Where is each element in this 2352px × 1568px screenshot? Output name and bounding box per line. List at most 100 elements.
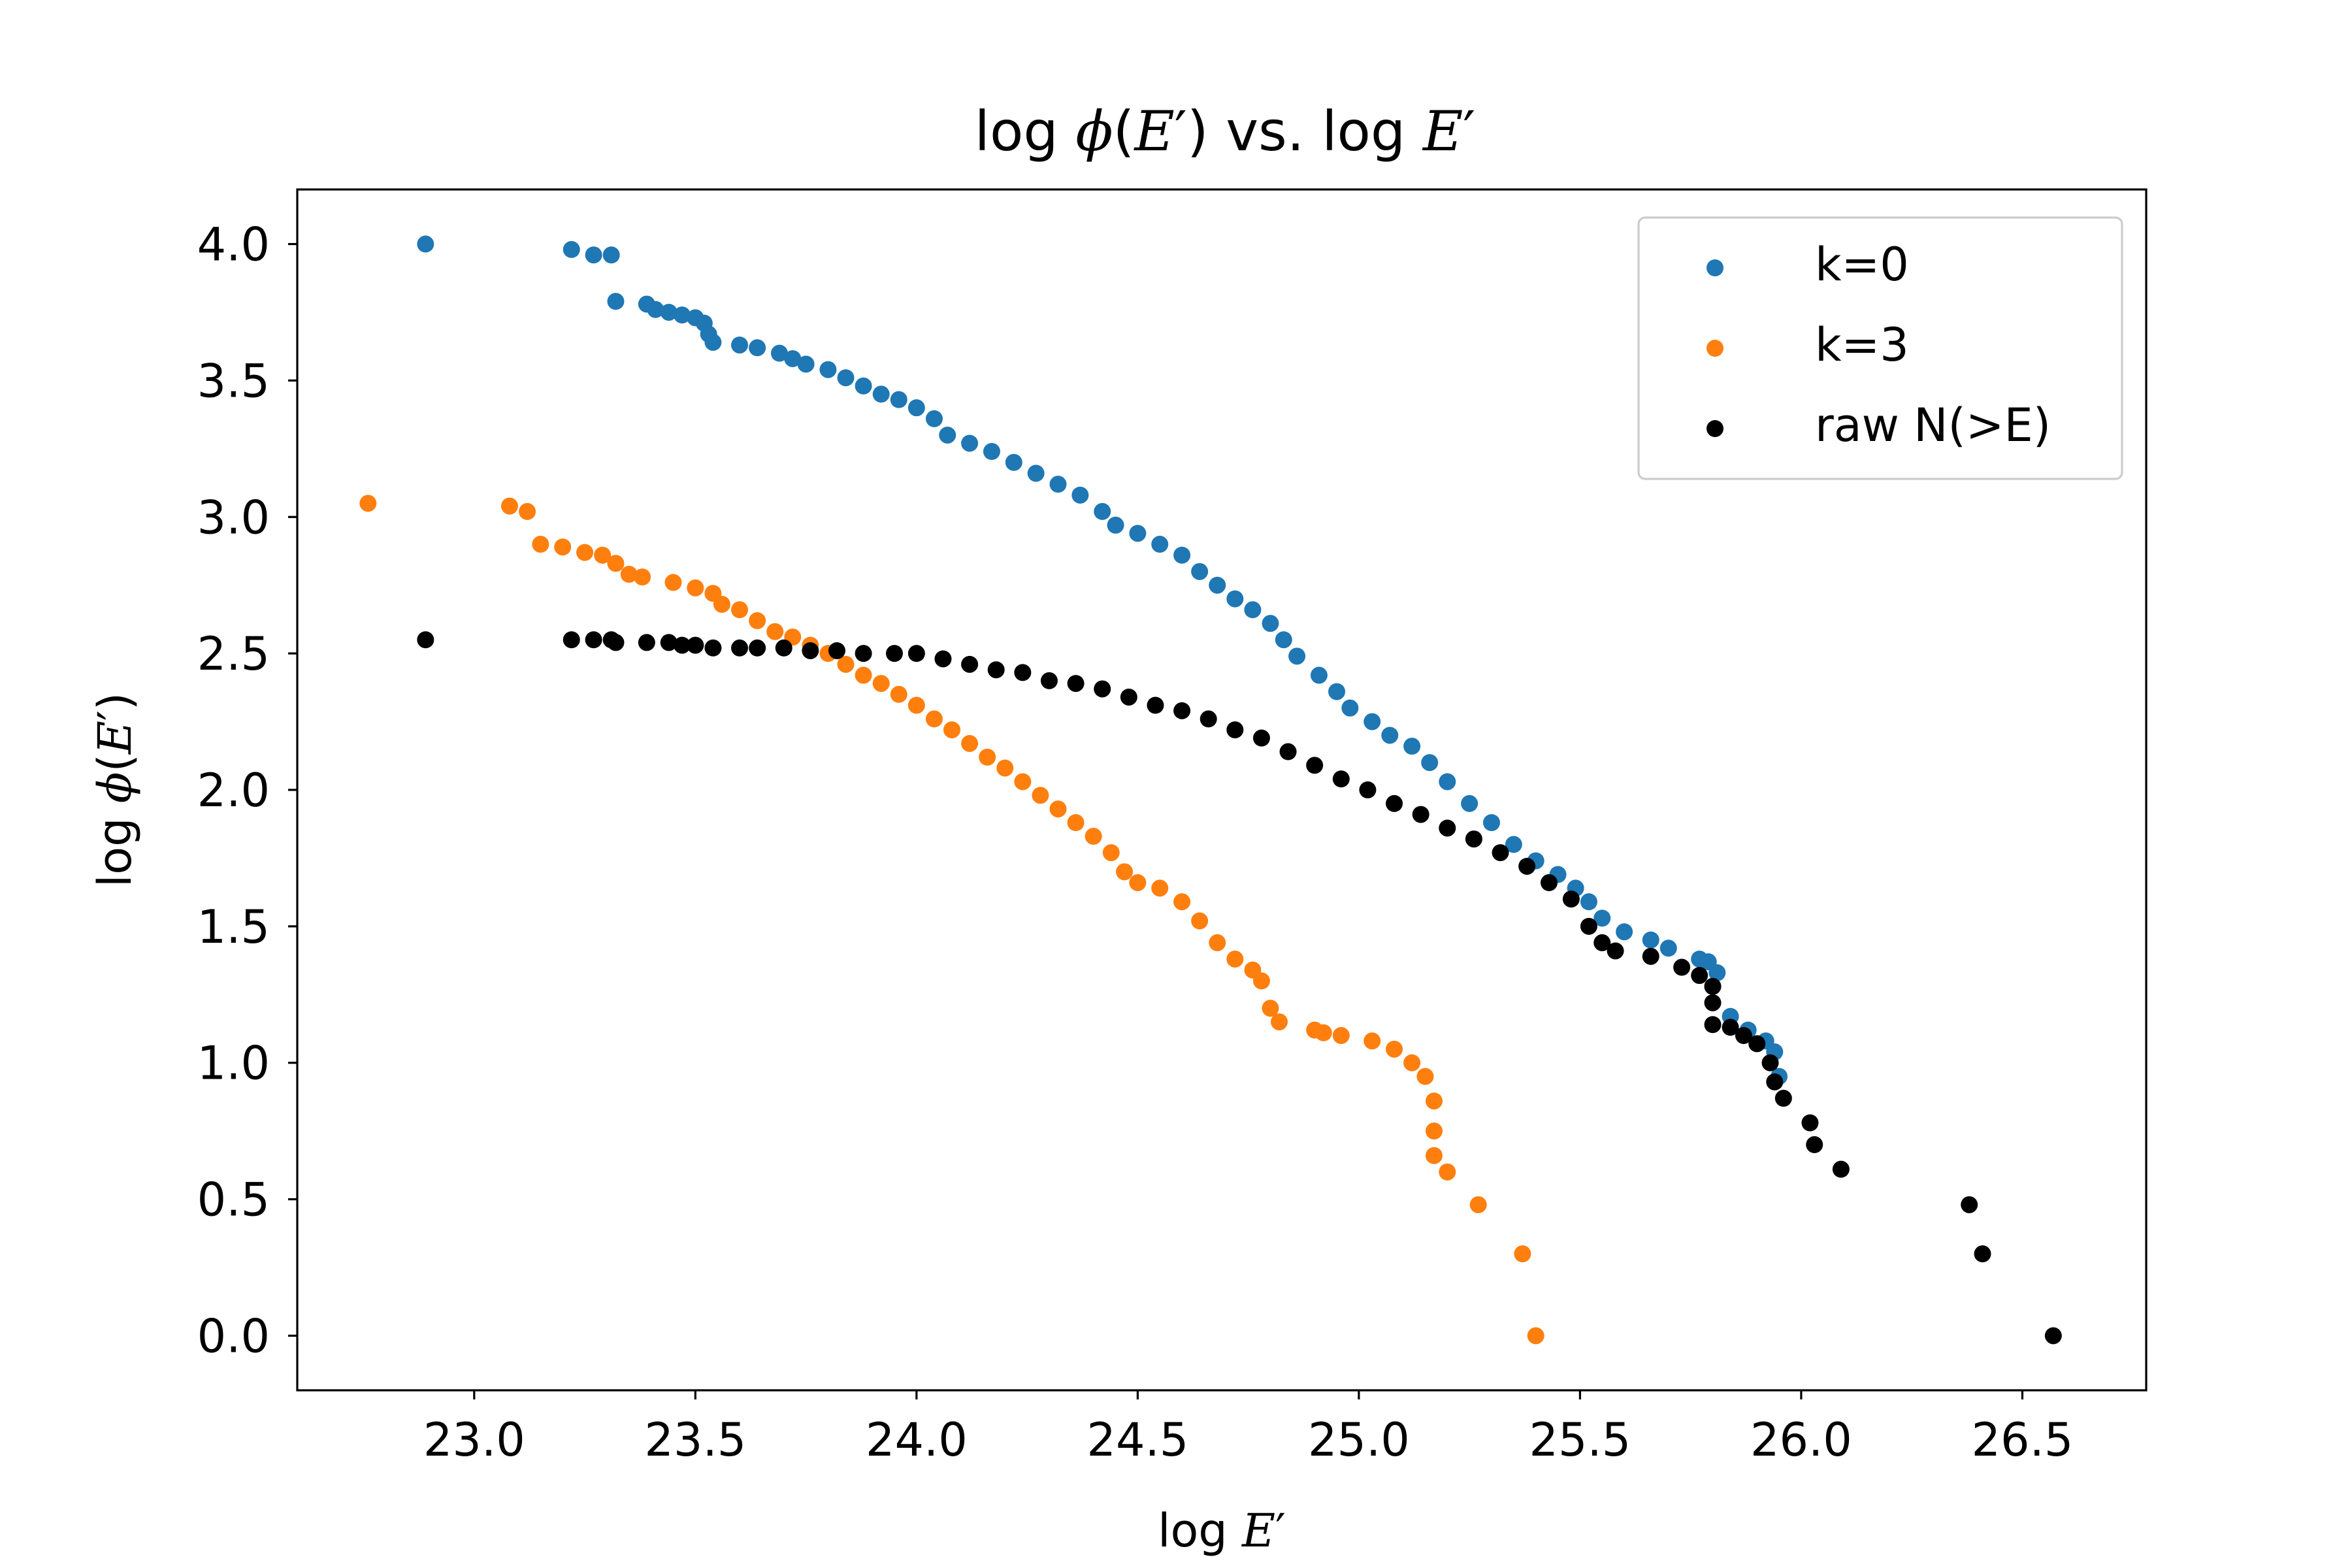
data-point [1364,1032,1381,1050]
data-point [1129,525,1147,542]
data-point [1226,721,1244,739]
data-point [1659,939,1677,957]
data-point [1027,465,1045,482]
data-point [1271,1013,1288,1031]
plot-area-frame [296,188,2148,1392]
data-point [1244,601,1262,619]
data-point [1032,787,1049,804]
data-point [1425,1147,1443,1164]
data-point [872,675,890,693]
data-point [634,568,651,586]
data-point [1306,757,1324,774]
data-point [1616,923,1633,941]
legend: k=0 k=3 raw N(>E) [1637,216,2123,480]
data-point [1191,912,1209,930]
data-point [576,544,594,561]
data-point [1120,688,1137,706]
data-point [687,636,704,654]
data-point [1332,1026,1350,1044]
data-point [907,645,925,662]
chart-title: log ϕ(E′) vs. log E′ [975,99,1476,163]
data-point [674,636,691,654]
data-point [996,759,1014,777]
legend-marker-k3 [1707,340,1723,357]
data-point [1642,947,1659,965]
data-point [1005,453,1022,471]
data-point [855,377,872,395]
data-point [1748,1035,1766,1053]
data-point [417,235,434,253]
x-tick-label: 25.0 [1308,1413,1410,1467]
data-point [731,601,749,619]
data-point [797,355,815,373]
data-point [1386,1040,1403,1058]
data-point [620,565,638,583]
data-point [1593,934,1611,951]
x-tick-label: 26.5 [1972,1413,2074,1467]
data-point [819,361,837,378]
data-point [837,655,855,673]
data-point [1071,486,1089,504]
data-point [1381,727,1399,744]
data-point [784,350,802,367]
data-point [1049,476,1067,493]
data-point [1067,814,1085,832]
y-axis-label: log ϕ(E′) [88,693,142,887]
data-point [359,495,377,512]
data-point [1252,972,1270,990]
data-point [1735,1026,1752,1044]
data-point [647,301,664,318]
data-point [1102,844,1120,862]
data-point [638,634,655,651]
y-tick-label: 1.0 [197,1037,270,1090]
data-point [1412,806,1429,823]
data-point [1974,1245,1991,1263]
data-point [925,410,943,427]
data-point [1107,516,1124,534]
data-point [1040,672,1058,689]
data-point [1607,942,1624,960]
data-point [1014,773,1032,791]
data-point [1191,563,1209,580]
data-point [1067,675,1085,693]
data-point [602,246,620,264]
data-point [1421,754,1439,772]
data-point [674,306,691,324]
data-point [1275,631,1292,649]
data-point [1262,1000,1279,1017]
data-point [713,595,730,613]
data-point [687,579,704,596]
legend-label-k0: k=0 [1815,238,1909,291]
data-point [1315,1024,1332,1041]
data-point [1580,917,1597,935]
data-point [1527,1327,1544,1345]
data-point [987,661,1005,679]
data-point [1226,590,1244,608]
data-point [1049,800,1067,818]
data-point [961,734,979,752]
data-point [1209,934,1226,951]
data-point [1580,893,1597,911]
data-point [983,443,1000,461]
data-point [1704,1016,1722,1034]
data-point [2044,1327,2062,1345]
data-point [1673,958,1691,976]
data-point [1262,615,1279,632]
data-point [660,634,678,651]
data-point [1766,1073,1784,1090]
data-point [1403,738,1421,755]
data-point [1359,781,1377,798]
legend-label-k3: k=3 [1815,318,1909,372]
y-tick-label: 4.0 [197,218,270,272]
data-point [961,655,979,673]
data-point [1094,680,1111,698]
data-point [1328,683,1346,700]
data-point [532,536,549,553]
data-point [704,333,722,351]
data-point [939,426,956,444]
data-point [1961,1196,1978,1213]
data-point [1226,950,1244,968]
data-point [907,399,925,417]
x-axis-ticks: 23.0 23.5 24.0 24.5 25.0 25.5 26.0 26.5 [423,1390,2073,1467]
data-point [1806,1136,1823,1154]
